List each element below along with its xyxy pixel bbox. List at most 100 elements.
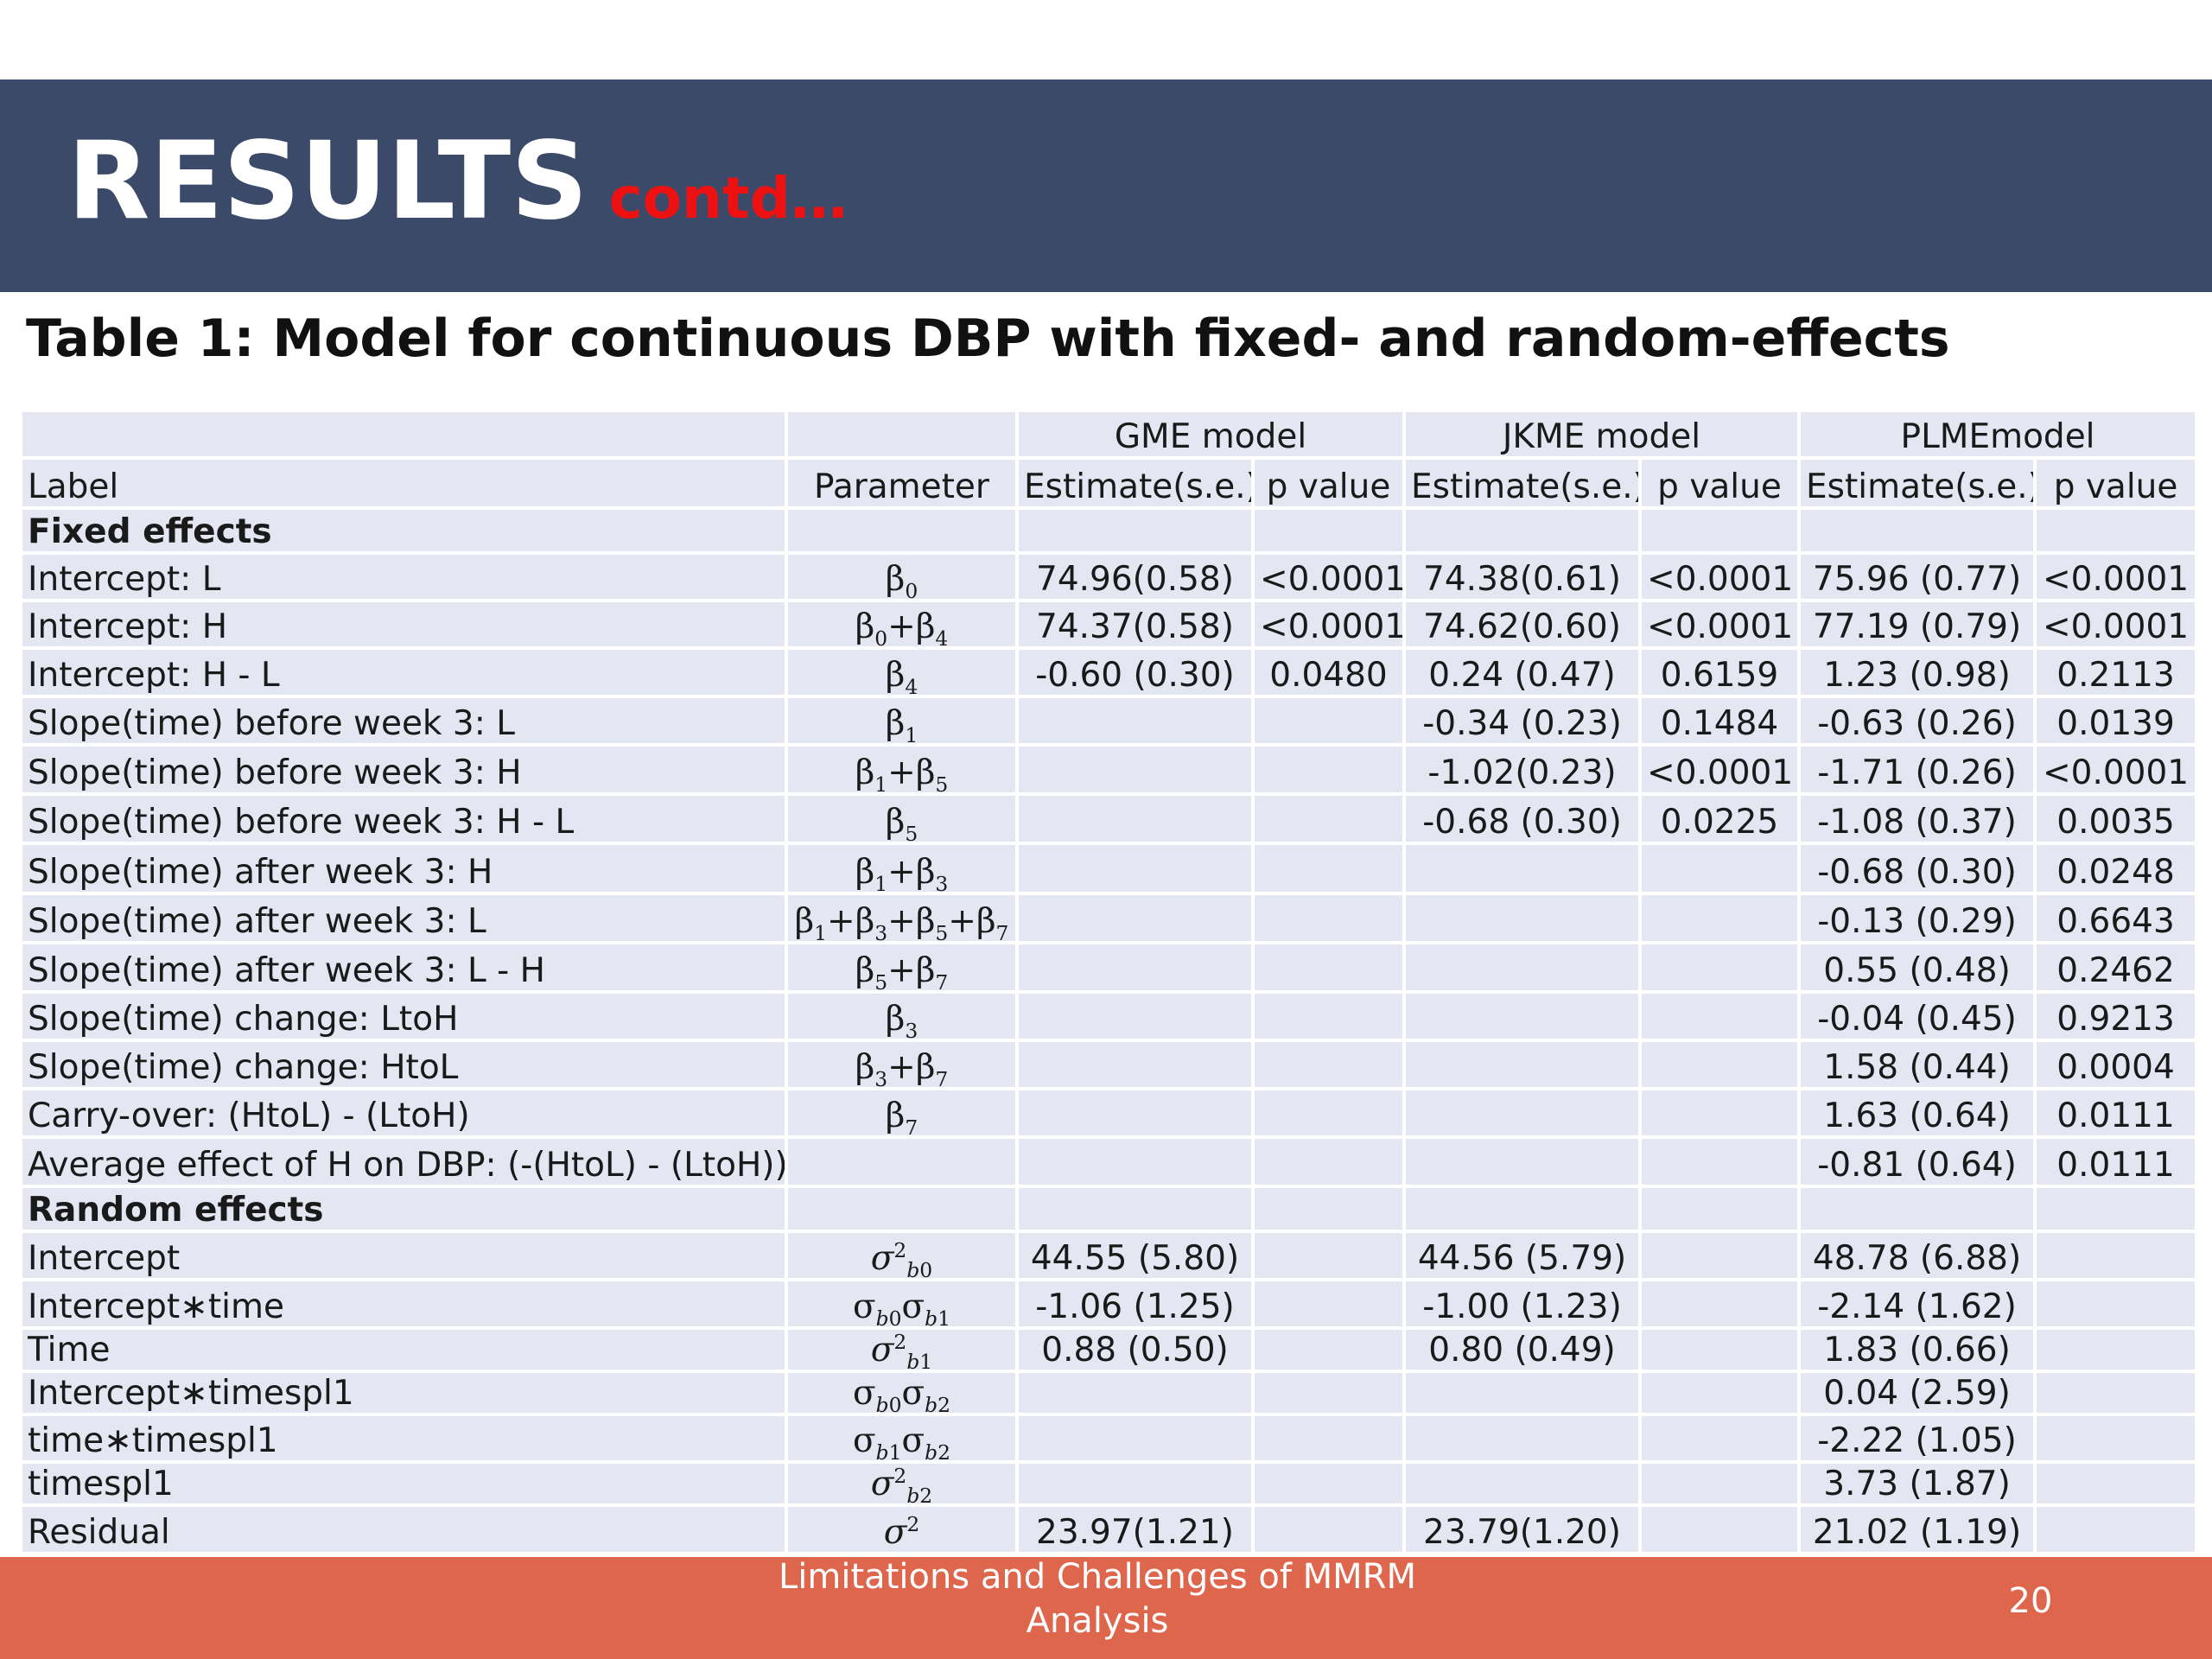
cell-jkme-estimate: -0.34 (0.23) <box>1402 695 1643 747</box>
cell-gme-pvalue <box>1250 1230 1407 1281</box>
parameter-symbol: β1+β3 <box>855 853 949 893</box>
cell-jkme-pvalue <box>1638 990 1802 1042</box>
parameter-symbol: β5 <box>885 803 918 843</box>
cell-plme-estimate: 21.02 (1.19) <box>1797 1503 2037 1555</box>
row-parameter: β0+β4 <box>785 599 1019 650</box>
cell-jkme-pvalue <box>1638 892 1802 944</box>
parameter-symbol: σb0σb1 <box>853 1287 950 1328</box>
cell-plme-pvalue: 0.2462 <box>2033 941 2199 994</box>
cell-gme-pvalue <box>1250 1278 1407 1330</box>
cell-plme-estimate: -0.63 (0.26) <box>1797 695 2037 747</box>
cell-gme-pvalue <box>1250 1370 1407 1416</box>
cell-gme-estimate <box>1015 1087 1255 1139</box>
cell-plme-estimate: -0.81 (0.64) <box>1797 1135 2037 1188</box>
cell-plme-estimate: 3.73 (1.87) <box>1797 1460 2037 1507</box>
row-label: Slope(time) after week 3: H <box>19 842 788 895</box>
section-blank-cell <box>1015 506 1255 555</box>
parameter-symbol: σb0σb2 <box>853 1374 950 1414</box>
cell-plme-pvalue <box>2033 1278 2199 1330</box>
cell-plme-pvalue: 0.6643 <box>2033 892 2199 944</box>
cell-gme-estimate <box>1015 941 1255 994</box>
row-parameter: β1 <box>785 695 1019 747</box>
section-label: Random effects <box>19 1185 788 1233</box>
section-blank-cell <box>1797 1185 2037 1233</box>
cell-jkme-pvalue <box>1638 1135 1802 1188</box>
cell-jkme-estimate <box>1402 1413 1643 1464</box>
table-row: Slope(time) change: LtoH β3 -0.04 (0.45) 0.… <box>19 990 2199 1042</box>
cell-gme-estimate <box>1015 1460 1255 1507</box>
table-caption: Table 1: Model for continuous DBP with f… <box>26 308 1950 369</box>
column-header-gme-pvalue: p value <box>1250 456 1407 510</box>
cell-gme-estimate <box>1015 1370 1255 1416</box>
cell-gme-pvalue <box>1250 990 1407 1042</box>
row-label: Time <box>19 1326 788 1373</box>
row-parameter: β1+β3 <box>785 842 1019 895</box>
parameter-symbol: β1 <box>885 704 918 745</box>
cell-plme-estimate: -0.04 (0.45) <box>1797 990 2037 1042</box>
cell-plme-estimate: -2.22 (1.05) <box>1797 1413 2037 1464</box>
slide-title: RESULTS contd… <box>67 121 848 259</box>
cell-gme-estimate <box>1015 695 1255 747</box>
cell-plme-estimate: 0.04 (2.59) <box>1797 1370 2037 1416</box>
cell-gme-pvalue <box>1250 1087 1407 1139</box>
parameter-symbol: β0 <box>885 560 918 601</box>
cell-plme-estimate: -1.08 (0.37) <box>1797 792 2037 845</box>
group-header-blank <box>785 409 1019 460</box>
cell-gme-estimate <box>1015 743 1255 796</box>
cell-plme-estimate: -2.14 (1.62) <box>1797 1278 2037 1330</box>
section-label: Fixed effects <box>19 506 788 555</box>
slide-title-text: RESULTS <box>67 119 588 244</box>
row-parameter <box>785 1135 1019 1188</box>
section-blank-cell <box>1402 506 1643 555</box>
parameter-symbol: σ2b1 <box>870 1330 933 1371</box>
cell-jkme-estimate <box>1402 990 1643 1042</box>
cell-jkme-pvalue <box>1638 1503 1802 1555</box>
cell-plme-pvalue: 0.0248 <box>2033 842 2199 895</box>
cell-gme-estimate <box>1015 1413 1255 1464</box>
cell-plme-pvalue: 0.0004 <box>2033 1039 2199 1090</box>
group-header-blank <box>19 409 788 460</box>
row-label: Average effect of H on DBP: (-(HtoL) - (… <box>19 1135 788 1188</box>
row-parameter: σ2b1 <box>785 1326 1019 1373</box>
table-row: time∗timespl1 σb1σb2 -2.22 (1.05) <box>19 1413 2199 1464</box>
row-label: Intercept <box>19 1230 788 1281</box>
column-header-plme-estimate: Estimate(s.e.) <box>1797 456 2037 510</box>
cell-gme-pvalue <box>1250 1413 1407 1464</box>
group-header-gme: GME model <box>1014 409 1407 460</box>
cell-gme-pvalue: 0.0480 <box>1250 646 1407 698</box>
table-row: Carry-over: (HtoL) - (LtoH) β7 1.63 (0.64)… <box>19 1087 2199 1139</box>
section-blank-cell <box>785 506 1019 555</box>
cell-plme-pvalue <box>2033 1370 2199 1416</box>
title-bar <box>0 79 2212 292</box>
section-blank-cell <box>1638 506 1802 555</box>
cell-plme-estimate: 1.23 (0.98) <box>1797 646 2037 698</box>
footer-title: Limitations and Challenges of MMRM Analy… <box>779 1557 1416 1641</box>
row-label: Slope(time) before week 3: L <box>19 695 788 747</box>
row-label: timespl1 <box>19 1460 788 1507</box>
row-parameter: σb0σb2 <box>785 1370 1019 1416</box>
table-row: Intercept σ2b0 44.55 (5.80) 44.56 (5.79) 48.… <box>19 1230 2199 1281</box>
column-header-row: Label Parameter Estimate(s.e.) p value E… <box>19 456 2199 510</box>
table-row: Intercept∗time σb0σb1 -1.06 (1.25) -1.00 (1… <box>19 1278 2199 1330</box>
cell-plme-estimate: 0.55 (0.48) <box>1797 941 2037 994</box>
row-parameter: σb1σb2 <box>785 1413 1019 1464</box>
cell-plme-pvalue: <0.0001 <box>2033 743 2199 796</box>
cell-gme-estimate <box>1015 1039 1255 1090</box>
cell-jkme-pvalue: 0.6159 <box>1638 646 1802 698</box>
column-header-jkme-pvalue: p value <box>1638 456 1802 510</box>
cell-jkme-pvalue <box>1638 1460 1802 1507</box>
row-parameter: σ2b0 <box>785 1230 1019 1281</box>
row-label: Slope(time) after week 3: L <box>19 892 788 944</box>
section-blank-cell <box>1402 1185 1643 1233</box>
table-row: Slope(time) after week 3: L - H β5+β7 0.55… <box>19 941 2199 994</box>
table-row: Slope(time) before week 3: H - L β5 -0.68 … <box>19 792 2199 845</box>
group-header-plme: PLMEmodel <box>1797 409 2199 460</box>
section-blank-cell <box>2033 1185 2199 1233</box>
parameter-symbol: β3+β7 <box>855 1048 949 1089</box>
table-row: Slope(time) change: HtoL β3+β7 1.58 (0.44)… <box>19 1039 2199 1090</box>
cell-jkme-pvalue: 0.1484 <box>1638 695 1802 747</box>
cell-plme-pvalue: 0.9213 <box>2033 990 2199 1042</box>
parameter-symbol: β7 <box>885 1096 918 1137</box>
row-label: Intercept: H - L <box>19 646 788 698</box>
